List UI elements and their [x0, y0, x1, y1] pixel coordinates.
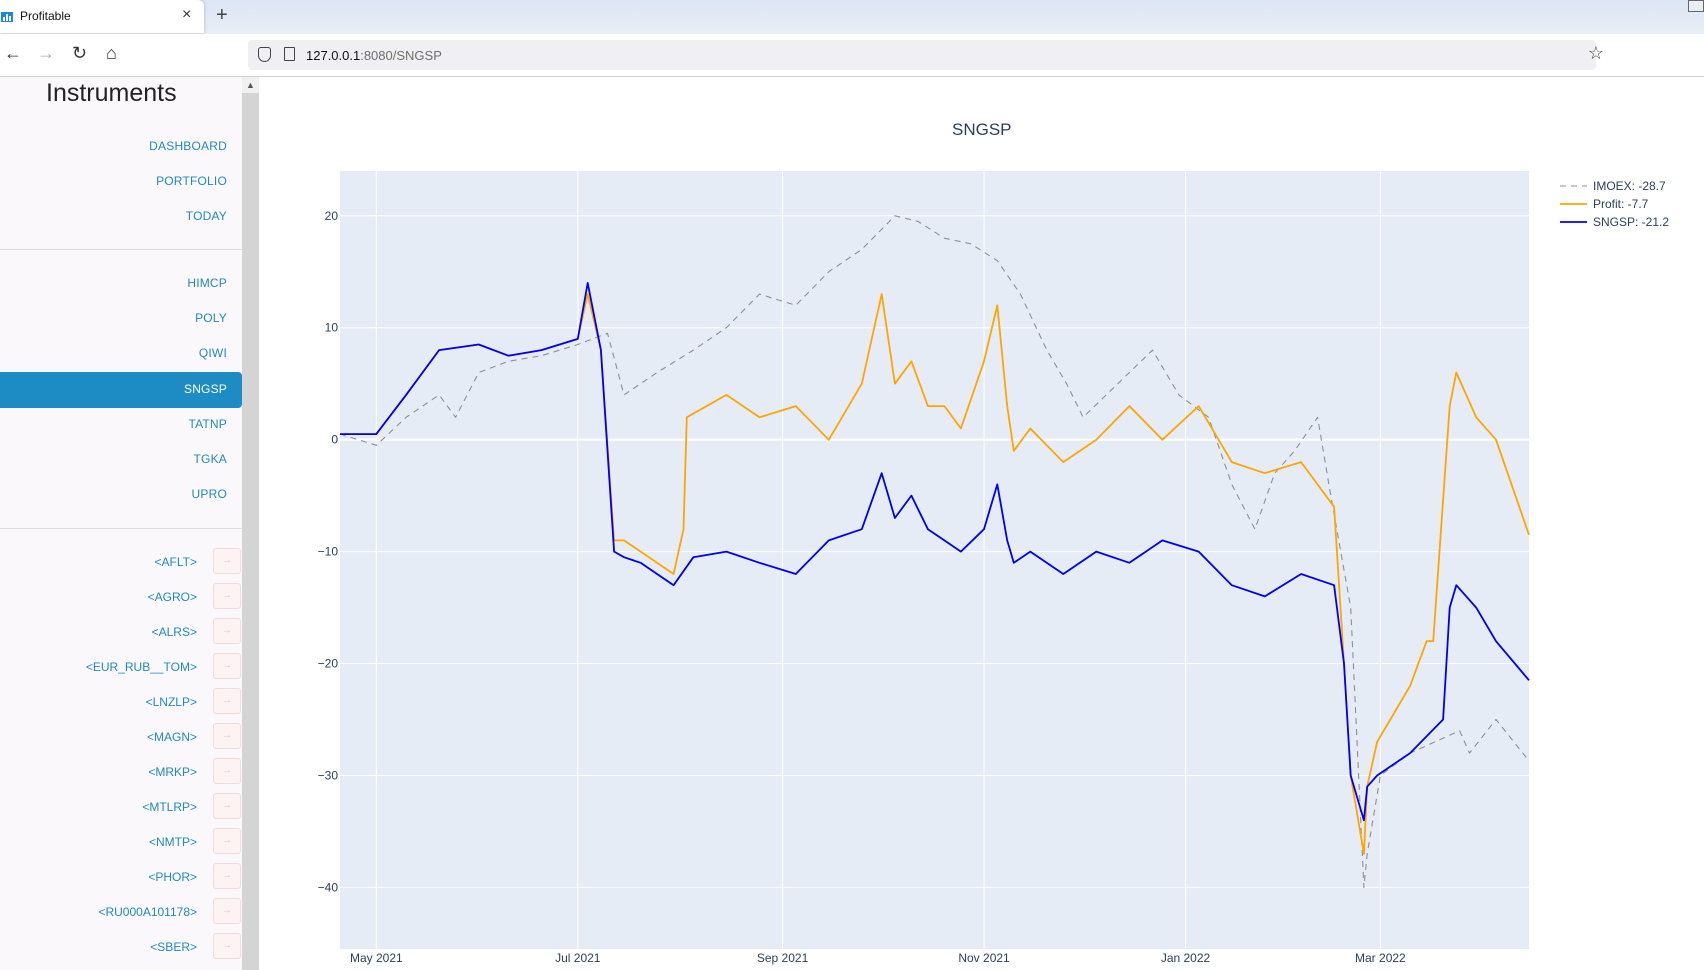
back-button[interactable]: ←	[4, 43, 22, 63]
scroll-up-arrow-icon[interactable]: ▲	[242, 77, 259, 93]
x-tick-label: Nov 2021	[958, 951, 1010, 965]
page-icon	[284, 47, 295, 61]
y-tick-label: −40	[318, 880, 339, 894]
ticker-link[interactable]: <SBER>	[150, 940, 197, 954]
y-tick-label: 10	[325, 321, 339, 335]
ticker-add-button[interactable]: →	[213, 758, 241, 784]
ticker-add-button[interactable]: →	[213, 688, 241, 714]
y-tick-label: −20	[318, 657, 339, 671]
sidebar-scrollbar[interactable]: ▲	[242, 77, 259, 970]
url-path: :8080/SNGSP	[360, 48, 442, 63]
y-tick-label: −10	[318, 545, 339, 559]
ticker-link[interactable]: <PHOR>	[148, 870, 197, 884]
home-button[interactable]: ⌂	[106, 43, 117, 63]
instrument-upro[interactable]: UPRO	[191, 487, 227, 501]
chart-title: SNGSP	[952, 120, 1012, 139]
browser-navbar: ← → ↻ ⌂ 127.0.0.1:8080/SNGSP ☆	[0, 34, 1704, 77]
instrument-poly[interactable]: POLY	[195, 311, 227, 325]
ticker-add-button[interactable]: →	[213, 653, 241, 679]
reload-button[interactable]: ↻	[72, 43, 88, 63]
ticker-add-button[interactable]: →	[213, 898, 241, 924]
browser-tab[interactable]: Profitable ×	[0, 0, 204, 33]
active-instrument-highlight[interactable]	[0, 372, 242, 408]
address-bar[interactable]: 127.0.0.1:8080/SNGSP ☆	[248, 40, 1604, 70]
instrument-tatnp[interactable]: TATNP	[188, 417, 227, 431]
new-tab-button[interactable]: +	[216, 4, 228, 26]
nav-today[interactable]: TODAY	[185, 209, 227, 223]
legend-entry-imoex: IMOEX: -28.7	[1593, 179, 1666, 193]
ticker-add-button[interactable]: →	[213, 723, 241, 749]
ticker-link[interactable]: <AGRO>	[147, 590, 197, 604]
legend-entry-sngsp: SNGSP: -21.2	[1593, 215, 1669, 229]
shield-icon[interactable]	[258, 47, 271, 62]
y-tick-label: −30	[318, 768, 339, 782]
url-host: 127.0.0.1	[306, 48, 361, 63]
ticker-link[interactable]: <LNZLP>	[145, 695, 197, 709]
nav-dashboard[interactable]: DASHBOARD	[149, 139, 227, 153]
instrument-sngsp[interactable]: SNGSP	[183, 382, 227, 396]
ticker-link[interactable]: <AFLT>	[154, 555, 197, 569]
forward-button[interactable]: →	[37, 43, 55, 63]
nav-portfolio[interactable]: PORTFOLIO	[156, 174, 227, 188]
chart-favicon-icon	[1, 12, 13, 22]
ticker-add-button[interactable]: →	[213, 793, 241, 819]
ticker-link[interactable]: <ALRS>	[151, 625, 197, 639]
x-tick-label: Jan 2022	[1161, 951, 1211, 965]
tab-close-icon[interactable]: ×	[182, 6, 192, 23]
series-line-sngsp	[340, 281, 1530, 822]
legend-entry-profit: Profit: -7.7	[1593, 197, 1649, 211]
ticker-add-button[interactable]: →	[213, 933, 241, 959]
sidebar-title: Instruments	[46, 79, 177, 107]
plot-area	[340, 171, 1529, 949]
y-tick-label: 0	[331, 433, 338, 447]
sidebar-divider	[0, 249, 242, 250]
x-tick-label: Jul 2021	[555, 951, 601, 965]
ticker-add-button[interactable]: →	[213, 548, 241, 574]
url-text[interactable]: 127.0.0.1:8080/SNGSP	[306, 48, 442, 63]
sidebar: Instruments DASHBOARD PORTFOLIO TODAY HI…	[0, 77, 242, 970]
ticker-link[interactable]: <RU000A101178>	[98, 905, 197, 919]
tab-title: Profitable	[20, 9, 71, 23]
ticker-add-button[interactable]: →	[213, 863, 241, 889]
sidebar-divider	[0, 528, 242, 529]
ticker-add-button[interactable]: →	[213, 828, 241, 854]
ticker-link[interactable]: <MTLRP>	[142, 800, 197, 814]
x-tick-label: May 2021	[350, 951, 403, 965]
x-tick-label: Mar 2022	[1355, 951, 1406, 965]
instrument-tgka[interactable]: TGKA	[193, 452, 227, 466]
ticker-link[interactable]: <EUR_RUB__TOM>	[85, 660, 197, 674]
ticker-link[interactable]: <NMTP>	[148, 835, 197, 849]
instrument-himcp[interactable]: HIMCP	[187, 276, 227, 290]
bookmark-star-icon[interactable]: ☆	[1587, 43, 1604, 63]
instrument-qiwi[interactable]: QIWI	[198, 346, 227, 360]
ticker-add-button[interactable]: →	[213, 583, 241, 609]
ticker-link[interactable]: <MRKP>	[148, 765, 197, 779]
ticker-link[interactable]: <MAGN>	[146, 730, 197, 744]
browser-tab-strip: Profitable × +	[0, 0, 1704, 34]
x-tick-label: Sep 2021	[757, 951, 809, 965]
series-line-imoex	[339, 215, 1530, 888]
ticker-add-button[interactable]: →	[213, 618, 241, 644]
y-tick-label: 20	[325, 209, 339, 223]
